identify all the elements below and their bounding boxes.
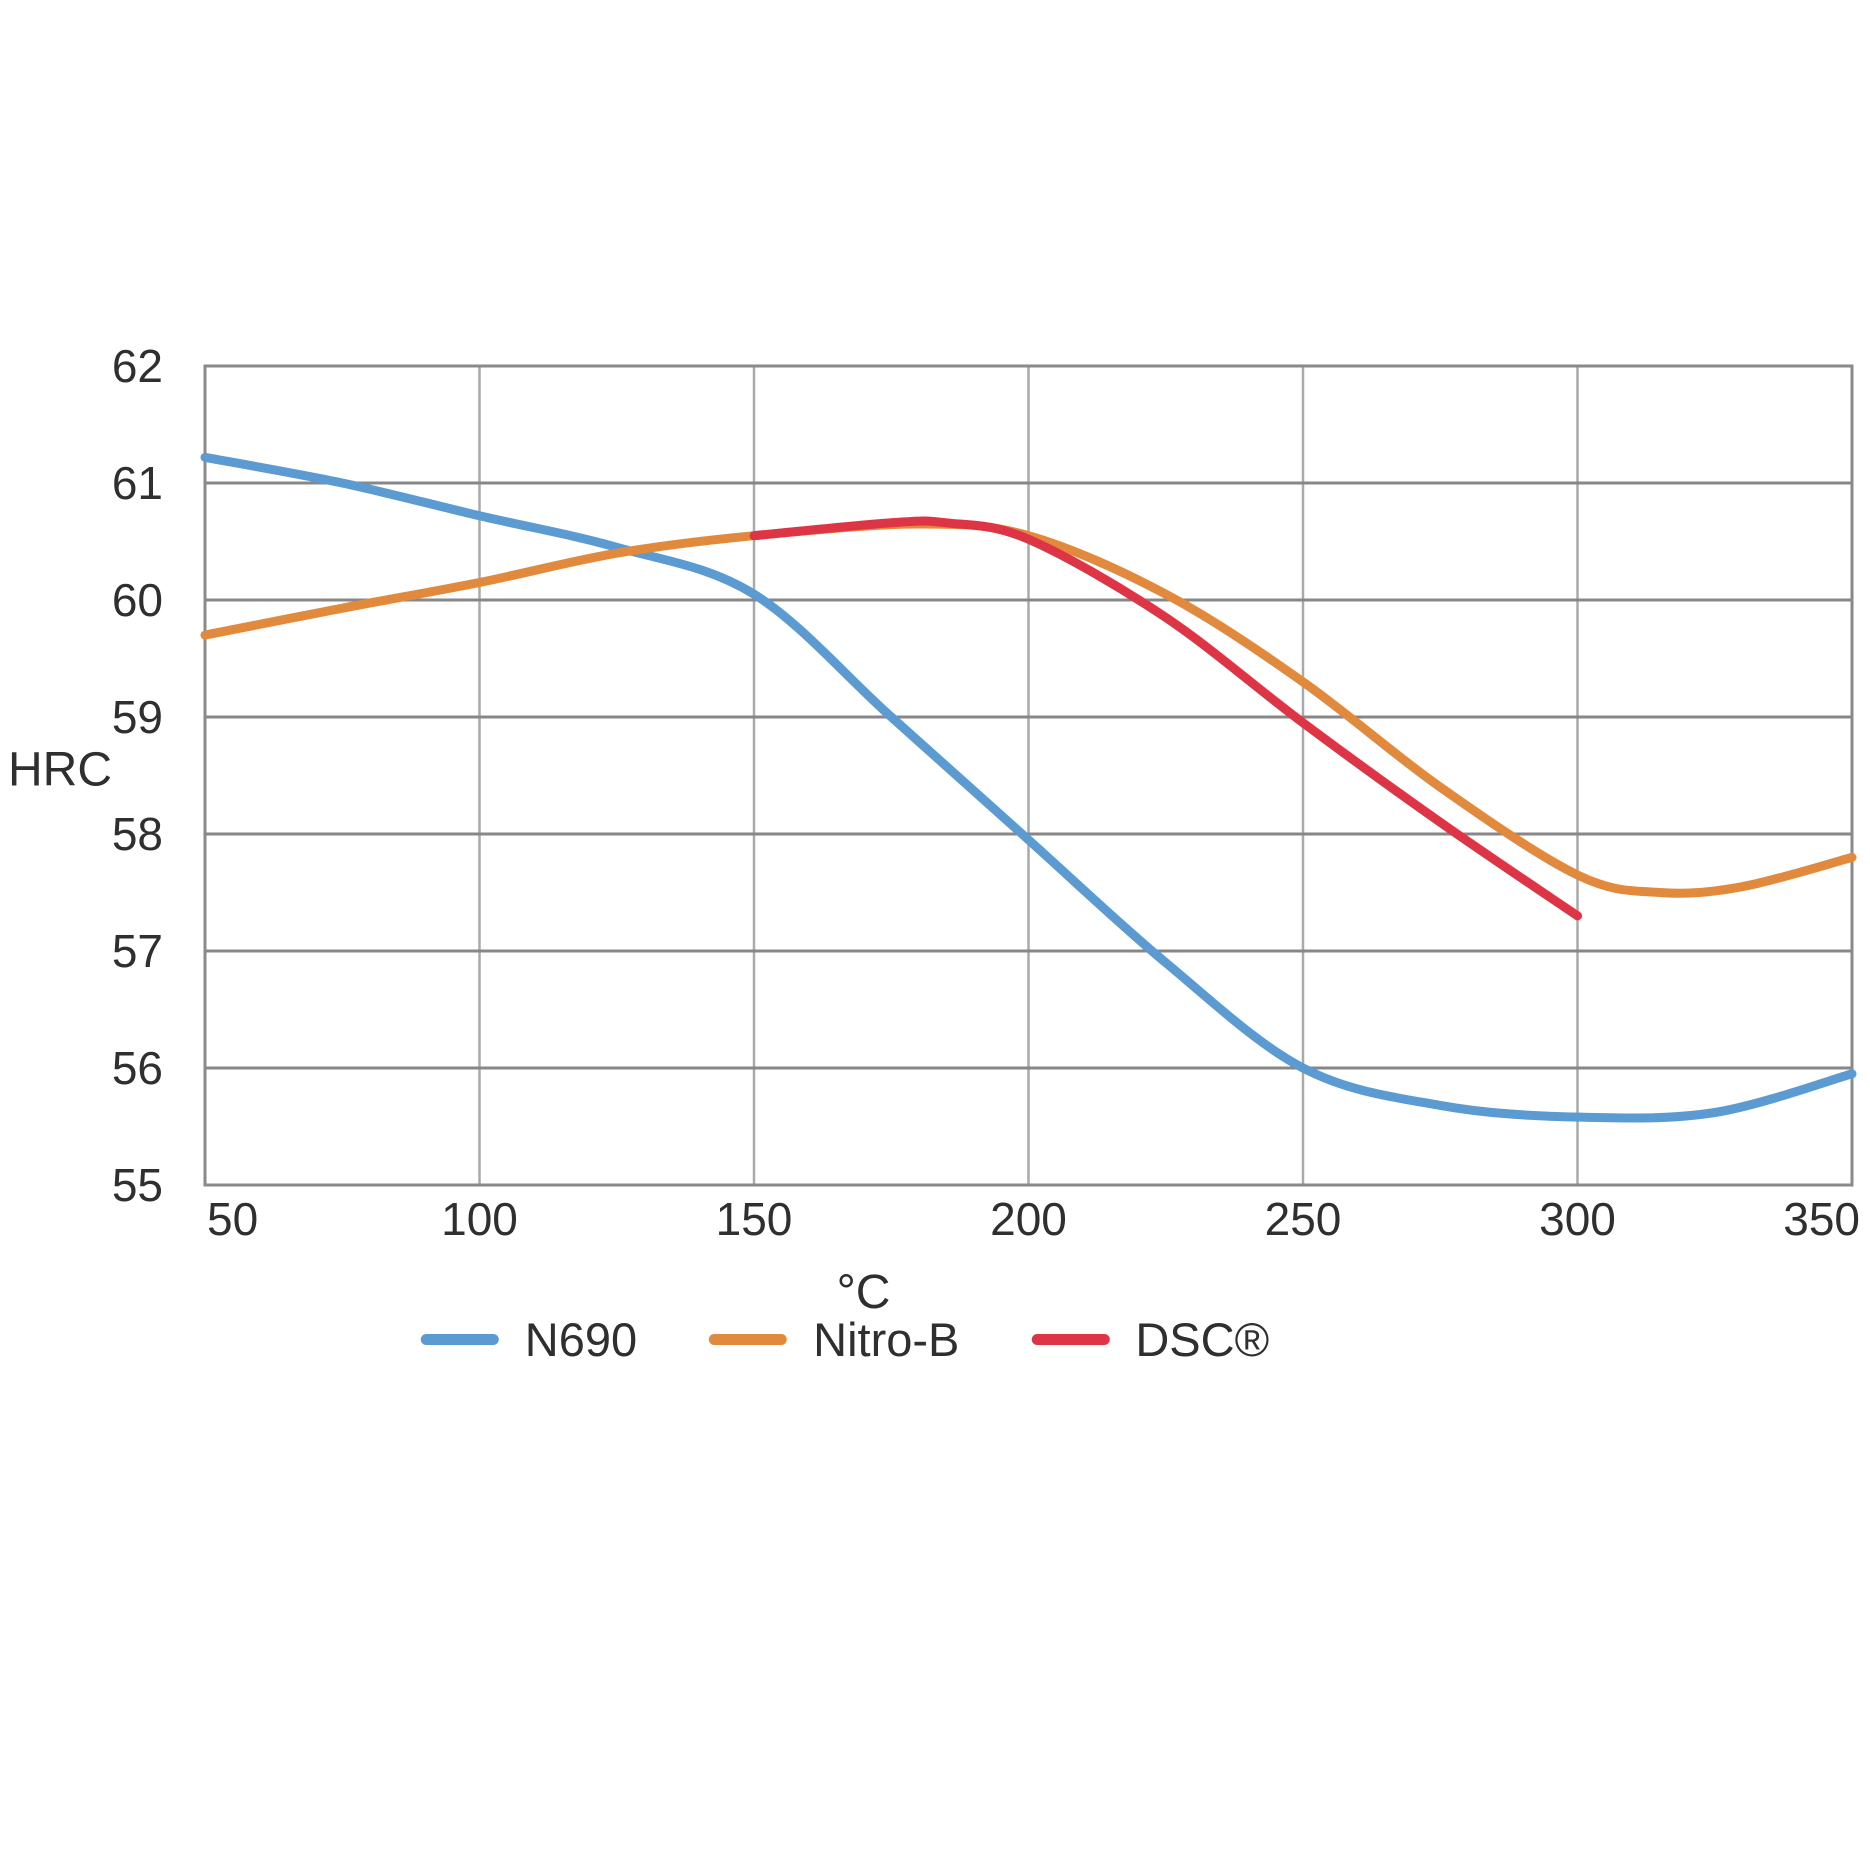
series-line-dsc [749, 516, 1582, 921]
series-line-nitro-b [200, 519, 1857, 898]
y-tick-label: 60 [112, 574, 163, 626]
x-tick-label: 50 [207, 1193, 258, 1245]
legend-label-n690: N690 [524, 1313, 638, 1366]
legend-item-n690: N690 [420, 1312, 638, 1367]
legend-swatch-n690 [420, 1334, 499, 1345]
legend-label-nitro-b: Nitro-B [813, 1313, 960, 1366]
y-tick-label: 55 [112, 1159, 163, 1211]
x-axis-label: °C [837, 1266, 891, 1319]
x-tick-label: 200 [990, 1193, 1067, 1245]
legend-label-dsc: DSC® [1135, 1313, 1270, 1366]
x-tick-label: 100 [441, 1193, 518, 1245]
x-tick-label: 300 [1539, 1193, 1616, 1245]
y-tick-label: 62 [112, 340, 163, 392]
y-tick-label: 59 [112, 691, 163, 743]
chart-legend: N690 Nitro-B DSC® [420, 1312, 1269, 1367]
y-tick-label: 61 [112, 457, 163, 509]
legend-item-dsc: DSC® [1031, 1312, 1269, 1367]
plot-border [203, 364, 1854, 1187]
series-line-n690 [200, 452, 1857, 1123]
y-tick-label: 58 [112, 808, 163, 860]
legend-swatch-nitro-b [709, 1334, 788, 1345]
x-tick-label: 250 [1265, 1193, 1342, 1245]
x-tick-label: 150 [716, 1193, 793, 1245]
y-tick-label: 56 [112, 1042, 163, 1094]
legend-item-nitro-b: Nitro-B [709, 1312, 959, 1367]
legend-swatch-dsc [1031, 1334, 1110, 1345]
y-tick-label: 57 [112, 925, 163, 977]
x-tick-label: 350 [1783, 1193, 1860, 1245]
y-axis-label: HRC [8, 744, 112, 797]
